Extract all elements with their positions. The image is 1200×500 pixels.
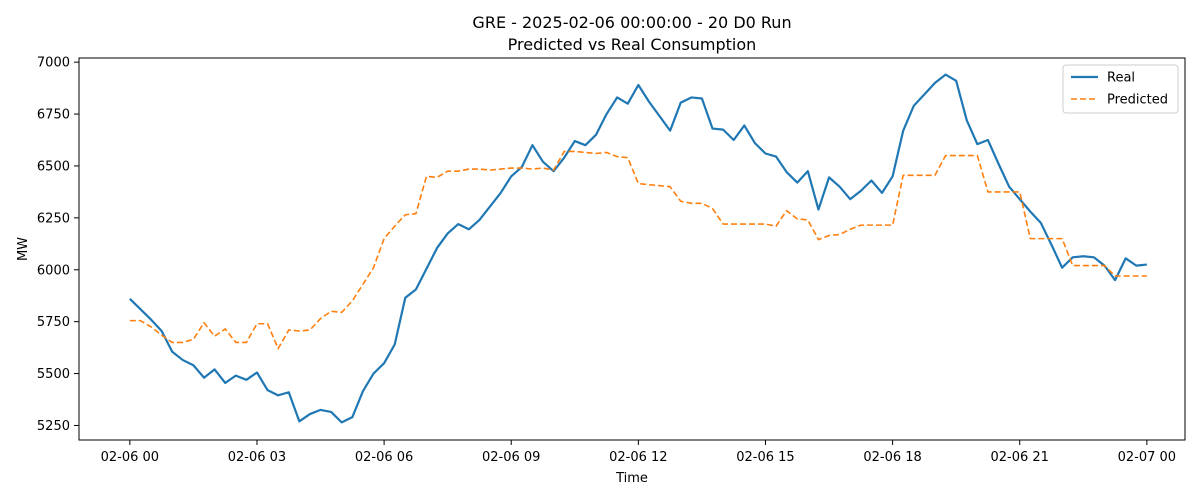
- plot-border: [78, 57, 1186, 441]
- y-tick-label: 6750: [37, 108, 70, 123]
- plot-area: [78, 57, 1186, 441]
- legend-label-predicted: Predicted: [1107, 93, 1168, 108]
- series-group: [129, 73, 1147, 424]
- chart-title: GRE - 2025-02-06 00:00:00 - 20 D0 Run: [472, 13, 791, 32]
- series-line-predicted: [129, 150, 1147, 350]
- y-tick-label: 5750: [37, 315, 70, 330]
- x-axis: 02-06 00 02-06 03 02-06 06 02-06 09 02-06 12…: [101, 440, 1176, 465]
- y-tick-label: 6250: [37, 211, 70, 226]
- series-line-real: [129, 73, 1147, 424]
- legend-label-real: Real: [1107, 71, 1135, 86]
- y-tick-label: 6500: [37, 159, 70, 174]
- x-tick-label: 02-06 12: [609, 450, 667, 465]
- legend: Real Predicted: [1062, 64, 1179, 114]
- y-tick-label: 7000: [37, 56, 70, 71]
- y-axis-label: MW: [16, 237, 31, 261]
- x-tick-label: 02-06 06: [355, 450, 413, 465]
- x-tick-label: 02-06 21: [991, 450, 1049, 465]
- x-axis-label: Time: [615, 471, 648, 486]
- y-tick-label: 5250: [37, 419, 70, 434]
- x-tick-label: 02-06 09: [482, 450, 540, 465]
- x-tick-label: 02-06 18: [863, 450, 921, 465]
- y-tick-label: 5500: [37, 367, 70, 382]
- x-tick-label: 02-07 00: [1118, 450, 1176, 465]
- y-axis: 5250 5500 5750 6000 6250 6500 6750 7000: [37, 56, 79, 434]
- x-tick-label: 02-06 03: [228, 450, 286, 465]
- x-tick-label: 02-06 15: [736, 450, 794, 465]
- y-tick-label: 6000: [37, 263, 70, 278]
- x-tick-label: 02-06 00: [101, 450, 159, 465]
- chart-subtitle: Predicted vs Real Consumption: [508, 35, 757, 54]
